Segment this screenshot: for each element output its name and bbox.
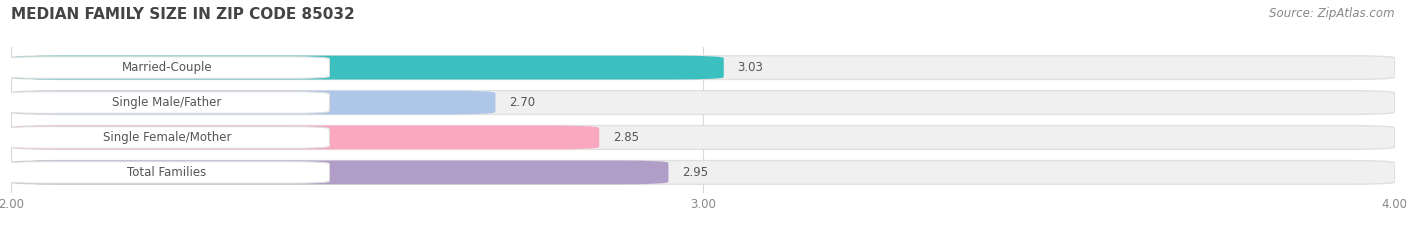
Text: Single Male/Father: Single Male/Father (112, 96, 222, 109)
Text: 2.70: 2.70 (509, 96, 536, 109)
FancyBboxPatch shape (11, 126, 1395, 149)
FancyBboxPatch shape (11, 91, 1395, 114)
FancyBboxPatch shape (11, 56, 724, 79)
FancyBboxPatch shape (4, 57, 329, 78)
Text: Married-Couple: Married-Couple (121, 61, 212, 74)
Text: Single Female/Mother: Single Female/Mother (103, 131, 231, 144)
Text: Source: ZipAtlas.com: Source: ZipAtlas.com (1270, 7, 1395, 20)
Text: Total Families: Total Families (128, 166, 207, 179)
FancyBboxPatch shape (11, 161, 668, 184)
Text: 3.03: 3.03 (738, 61, 763, 74)
FancyBboxPatch shape (11, 56, 1395, 79)
FancyBboxPatch shape (11, 161, 1395, 184)
Text: 2.95: 2.95 (682, 166, 709, 179)
FancyBboxPatch shape (4, 162, 329, 183)
FancyBboxPatch shape (4, 92, 329, 113)
FancyBboxPatch shape (11, 91, 495, 114)
Text: 2.85: 2.85 (613, 131, 640, 144)
Text: MEDIAN FAMILY SIZE IN ZIP CODE 85032: MEDIAN FAMILY SIZE IN ZIP CODE 85032 (11, 7, 354, 22)
FancyBboxPatch shape (4, 127, 329, 148)
FancyBboxPatch shape (11, 126, 599, 149)
